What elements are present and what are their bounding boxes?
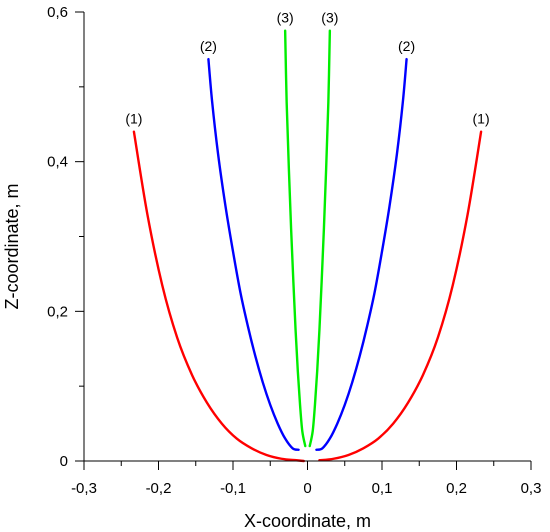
series-label: (1) [125, 111, 142, 127]
series-label: (2) [398, 38, 415, 54]
series-label: (2) [200, 38, 217, 54]
y-tick-label: 0,4 [47, 154, 68, 171]
x-tick-label: 0,1 [372, 480, 393, 497]
x-tick-label: 0,3 [521, 480, 542, 497]
y-tick-label: 0,6 [47, 4, 68, 21]
x-axis-title: X-coordinate, m [244, 511, 371, 531]
series-line [308, 29, 332, 448]
series-label: (3) [321, 10, 338, 26]
series-label: (1) [473, 111, 490, 127]
series-line [318, 130, 483, 462]
series-line [315, 57, 408, 451]
series-line [283, 29, 307, 448]
y-tick-label: 0 [60, 453, 68, 470]
series-lines [132, 29, 483, 463]
y-axis-title: Z-coordinate, m [2, 183, 22, 309]
series-line [207, 57, 300, 451]
x-tick-label: 0 [303, 480, 311, 497]
x-tick-label: -0,2 [146, 480, 172, 497]
y-tick-label: 0,2 [47, 303, 68, 320]
ticks: -0,3 -0,2 -0,1 0 0,1 0,2 0,3 0 0,2 0,4 0,6 [47, 4, 541, 497]
series-line [132, 130, 305, 463]
series-label: (3) [277, 10, 294, 26]
curve-labels: (1) (1) (2) (2) (3) (3) [125, 10, 489, 127]
x-tick-label: -0,1 [220, 480, 246, 497]
x-tick-label: -0,3 [71, 480, 97, 497]
x-tick-label: 0,2 [446, 480, 467, 497]
